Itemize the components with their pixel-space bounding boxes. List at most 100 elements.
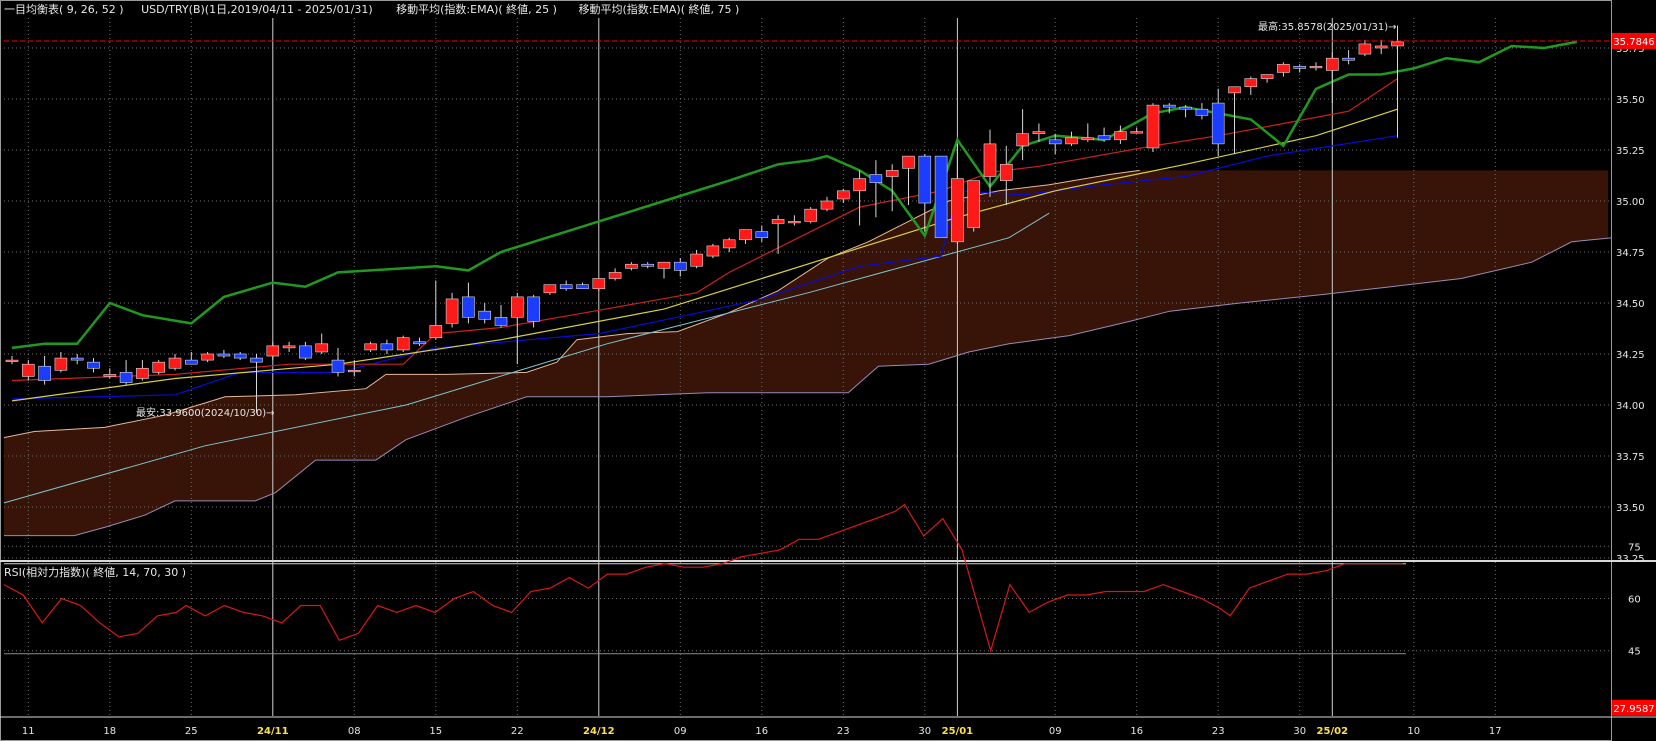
candle-body: [1374, 45, 1388, 49]
candle-body: [690, 253, 703, 267]
candle-body: [1163, 104, 1176, 108]
candle-body: [413, 341, 426, 345]
x-tick-label: 23: [1212, 726, 1225, 737]
x-tick-label: 08: [348, 726, 361, 737]
x-tick-label: 24/12: [583, 726, 615, 737]
candle-body: [1326, 57, 1339, 71]
candle-body: [1277, 64, 1290, 73]
candle-body: [559, 284, 573, 290]
candle-body: [21, 363, 35, 377]
candle-body: [1065, 137, 1078, 145]
candle-body: [983, 143, 997, 177]
candle-body: [168, 357, 182, 369]
candle-body: [1391, 41, 1404, 47]
rsi-last-label: 27.9587: [1613, 704, 1654, 715]
candle-body: [364, 343, 377, 351]
ema25-title: 移動平均(指数:EMA)( 終値, 25 ): [396, 3, 557, 16]
y-tick-label: 34.25: [1616, 350, 1645, 361]
x-tick-label: 16: [1130, 726, 1143, 737]
candle-body: [38, 365, 51, 381]
candle-body: [999, 163, 1013, 181]
candle-body: [967, 180, 981, 228]
candle-body: [5, 359, 19, 362]
candle-body: [951, 178, 964, 243]
candle-body: [902, 155, 915, 169]
x-tick-label: 25/02: [1317, 726, 1349, 737]
x-tick-label: 23: [837, 726, 850, 737]
candle-body: [103, 374, 117, 377]
x-tick-label: 16: [755, 726, 768, 737]
y-tick-label: 34.00: [1616, 401, 1645, 412]
candle-body: [771, 219, 785, 224]
candle-body: [233, 353, 247, 359]
candle-body: [608, 272, 622, 279]
candle-body: [1358, 43, 1372, 55]
y-tick-label: 33.50: [1616, 503, 1645, 514]
candle-body: [673, 261, 687, 271]
x-tick-label: 18: [103, 726, 116, 737]
candle-body: [201, 353, 214, 361]
candle-body: [87, 361, 100, 369]
x-tick-label: 25: [185, 726, 198, 737]
candle-body: [1260, 74, 1274, 79]
rsi-tick-label: 45: [1628, 647, 1641, 658]
candle-body: [299, 345, 312, 359]
rsi-tick-label: 75: [1628, 542, 1641, 553]
candle-body: [657, 261, 671, 269]
candle-body: [527, 296, 540, 322]
x-tick-label: 30: [918, 726, 931, 737]
candle-body: [820, 200, 834, 210]
candle-body: [625, 263, 638, 269]
high-annotation: 最高:35.8578(2025/01/31)→: [1258, 20, 1397, 33]
candle-body: [494, 316, 508, 326]
candle-body: [1244, 78, 1258, 88]
candle-body: [788, 221, 801, 224]
indicator-title: 一目均衡表( 9, 26, 52 ): [4, 3, 124, 16]
y-tick-label: 35.50: [1616, 95, 1645, 106]
x-tick-label: 15: [429, 726, 442, 737]
candle-body: [510, 296, 524, 318]
candle-body: [836, 190, 850, 200]
rsi-panel-title: RSI(相対力指数)( 終値, 14, 70, 30 ): [4, 566, 186, 579]
candle-body: [1146, 104, 1160, 149]
last-price-box: [1612, 32, 1656, 49]
candle-body: [706, 245, 720, 257]
candle-body: [136, 367, 149, 379]
candle-body: [1114, 131, 1127, 141]
rsi-tick-label: 60: [1628, 595, 1641, 606]
candle-body: [1211, 102, 1225, 145]
tenkan-line: [11, 78, 1398, 382]
y-tick-label: 33.25: [1616, 554, 1645, 565]
rsi-last-box: [1612, 699, 1656, 716]
ichimoku-cloud: [4, 170, 1608, 536]
ema75-title: 移動平均(指数:EMA)( 終値, 75 ): [578, 3, 740, 16]
y-tick-label: 35.75: [1616, 44, 1645, 55]
long-ema-line: [3, 212, 1050, 504]
y-tick-label: 35.00: [1616, 197, 1645, 208]
candle-body: [641, 263, 655, 267]
candle-body: [429, 325, 443, 338]
x-tick-label: 10: [1407, 726, 1420, 737]
candle-body: [1081, 137, 1095, 141]
candle-body: [119, 372, 133, 383]
candle-body: [576, 284, 589, 290]
kijun-line: [11, 135, 1398, 400]
candle-body: [739, 229, 752, 241]
candle-body: [1195, 108, 1209, 116]
candle-body: [396, 337, 410, 351]
candle-body: [804, 208, 818, 222]
y-tick-label: 34.50: [1616, 299, 1645, 310]
candle-body: [1228, 86, 1241, 94]
candle-body: [380, 343, 394, 351]
candle-body: [217, 353, 231, 357]
candle-body: [1032, 131, 1046, 134]
candle-body: [54, 357, 68, 371]
candle-body: [315, 343, 329, 353]
x-tick-label: 09: [674, 726, 687, 737]
candle-body: [1130, 131, 1143, 134]
x-tick-label: 30: [1293, 726, 1306, 737]
candle-body: [1179, 106, 1192, 110]
candle-body: [934, 155, 948, 239]
candle-body: [592, 278, 606, 290]
